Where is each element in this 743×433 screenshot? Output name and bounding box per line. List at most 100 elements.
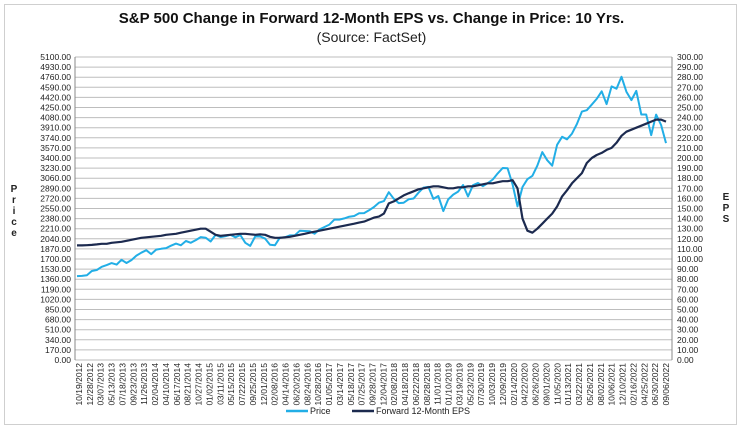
y-right-tick-label: 250.00 bbox=[677, 103, 703, 113]
y-right-tick-label: 0.00 bbox=[677, 355, 694, 365]
x-tick-label: 01/02/2015 bbox=[204, 363, 214, 406]
y-right-tick-label: 260.00 bbox=[677, 92, 703, 102]
y-right-tick-label: 200.00 bbox=[677, 153, 703, 163]
y-left-tick-label: 3400.00 bbox=[40, 153, 71, 163]
y-right-tick-label: 280.00 bbox=[677, 72, 703, 82]
x-tick-label: 07/22/2015 bbox=[237, 363, 247, 406]
x-tick-label: 09/28/2017 bbox=[368, 363, 378, 406]
y-left-tick-label: 4250.00 bbox=[40, 103, 71, 113]
x-tick-label: 06/17/2014 bbox=[172, 363, 182, 406]
y-right-tick-label: 50.00 bbox=[677, 305, 699, 315]
y-left-tick-label: 3060.00 bbox=[40, 173, 71, 183]
y-left-tick-label: 0.00 bbox=[54, 355, 71, 365]
y-right-tick-label: 180.00 bbox=[677, 173, 703, 183]
y-left-tick-label: 4420.00 bbox=[40, 92, 71, 102]
y-left-tick-label: 3570.00 bbox=[40, 143, 71, 153]
x-tick-label: 04/14/2016 bbox=[281, 363, 291, 406]
x-tick-label: 04/18/2018 bbox=[400, 363, 410, 406]
x-tick-label: 08/24/2016 bbox=[302, 363, 312, 406]
y-right-tick-label: 170.00 bbox=[677, 183, 703, 193]
x-tick-label: 10/19/2012 bbox=[74, 363, 84, 406]
x-tick-label: 06/20/2016 bbox=[291, 363, 301, 406]
y-right-tick-label: 140.00 bbox=[677, 214, 703, 224]
y-left-axis-label-letter: i bbox=[13, 206, 16, 217]
x-tick-label: 06/26/2020 bbox=[531, 363, 541, 406]
y-right-tick-label: 60.00 bbox=[677, 294, 699, 304]
chart-frame bbox=[4, 4, 737, 425]
y-right-tick-label: 100.00 bbox=[677, 254, 703, 264]
x-tick-label: 07/18/2013 bbox=[117, 363, 127, 406]
x-tick-label: 03/11/2015 bbox=[215, 363, 225, 405]
y-right-tick-label: 190.00 bbox=[677, 163, 703, 173]
y-right-tick-label: 90.00 bbox=[677, 264, 699, 274]
y-right-tick-label: 210.00 bbox=[677, 143, 703, 153]
y-left-tick-label: 340.00 bbox=[45, 335, 71, 345]
y-left-tick-label: 1360.00 bbox=[40, 274, 71, 284]
y-right-axis-label-letter: E bbox=[723, 192, 730, 203]
legend-label: Forward 12-Month EPS bbox=[376, 406, 470, 416]
x-tick-label: 07/25/2017 bbox=[357, 363, 367, 406]
y-right-tick-label: 120.00 bbox=[677, 234, 703, 244]
y-left-tick-label: 2210.00 bbox=[40, 224, 71, 234]
x-tick-label: 10/27/2014 bbox=[194, 363, 204, 406]
x-tick-label: 02/04/2014 bbox=[150, 363, 160, 406]
x-tick-label: 12/28/2012 bbox=[85, 363, 95, 406]
y-right-tick-label: 270.00 bbox=[677, 82, 703, 92]
y-right-tick-label: 110.00 bbox=[677, 244, 703, 254]
x-tick-label: 12/04/2017 bbox=[378, 363, 388, 406]
chart-subtitle: (Source: FactSet) bbox=[316, 29, 427, 45]
y-right-axis-label-letter: P bbox=[723, 203, 730, 214]
y-left-axis-label-letter: c bbox=[11, 217, 17, 228]
y-left-tick-label: 3740.00 bbox=[40, 133, 71, 143]
x-tick-label: 04/10/2014 bbox=[161, 363, 171, 406]
x-tick-label: 10/28/2016 bbox=[313, 363, 323, 406]
x-tick-label: 09/06/2022 bbox=[661, 363, 671, 406]
y-right-tick-label: 150.00 bbox=[677, 204, 703, 214]
x-tick-label: 12/10/2021 bbox=[618, 363, 628, 406]
x-tick-label: 02/14/2020 bbox=[509, 363, 519, 406]
y-left-tick-label: 510.00 bbox=[45, 325, 71, 335]
x-tick-label: 09/25/2015 bbox=[248, 363, 258, 406]
y-right-tick-label: 80.00 bbox=[677, 274, 699, 284]
x-tick-label: 11/01/2018 bbox=[433, 363, 443, 405]
x-tick-label: 03/19/2019 bbox=[454, 363, 464, 406]
x-tick-label: 04/22/2020 bbox=[520, 363, 530, 406]
y-left-tick-label: 5100.00 bbox=[40, 52, 71, 62]
x-tick-label: 01/10/2019 bbox=[444, 363, 454, 406]
y-right-tick-label: 230.00 bbox=[677, 123, 703, 133]
y-right-tick-label: 160.00 bbox=[677, 193, 703, 203]
x-tick-label: 05/15/2015 bbox=[226, 363, 236, 406]
x-tick-label: 09/01/2020 bbox=[541, 363, 551, 406]
y-right-tick-label: 220.00 bbox=[677, 133, 703, 143]
y-right-tick-label: 290.00 bbox=[677, 62, 703, 72]
x-tick-label: 02/16/2022 bbox=[628, 363, 638, 406]
x-tick-label: 03/07/2013 bbox=[96, 363, 106, 406]
x-tick-label: 05/18/2017 bbox=[346, 363, 356, 406]
x-tick-label: 01/13/2021 bbox=[563, 363, 573, 406]
eps-series-line bbox=[77, 118, 667, 247]
x-tick-label: 08/21/2014 bbox=[183, 363, 193, 406]
y-left-tick-label: 680.00 bbox=[45, 315, 71, 325]
y-left-tick-label: 4590.00 bbox=[40, 82, 71, 92]
y-left-tick-label: 2720.00 bbox=[40, 193, 71, 203]
x-tick-label: 06/30/2022 bbox=[650, 363, 660, 406]
y-left-tick-label: 2550.00 bbox=[40, 204, 71, 214]
y-left-tick-label: 3910.00 bbox=[40, 123, 71, 133]
y-left-tick-label: 1870.00 bbox=[40, 244, 71, 254]
y-right-tick-label: 30.00 bbox=[677, 325, 699, 335]
y-left-tick-label: 4760.00 bbox=[40, 72, 71, 82]
y-left-tick-label: 2040.00 bbox=[40, 234, 71, 244]
x-tick-label: 10/06/2021 bbox=[607, 363, 617, 406]
y-left-tick-label: 1190.00 bbox=[41, 284, 71, 294]
x-tick-label: 12/09/2019 bbox=[498, 363, 508, 406]
y-left-tick-label: 170.00 bbox=[45, 345, 71, 355]
x-tick-label: 05/23/2019 bbox=[465, 363, 475, 406]
x-tick-label: 06/22/2018 bbox=[411, 363, 421, 406]
y-right-tick-label: 130.00 bbox=[677, 224, 703, 234]
y-left-tick-label: 4080.00 bbox=[40, 113, 71, 123]
x-tick-label: 11/05/2020 bbox=[552, 363, 562, 405]
x-tick-label: 11/26/2013 bbox=[139, 363, 149, 405]
x-tick-label: 08/28/2018 bbox=[422, 363, 432, 406]
x-tick-label: 05/26/2021 bbox=[585, 363, 595, 406]
